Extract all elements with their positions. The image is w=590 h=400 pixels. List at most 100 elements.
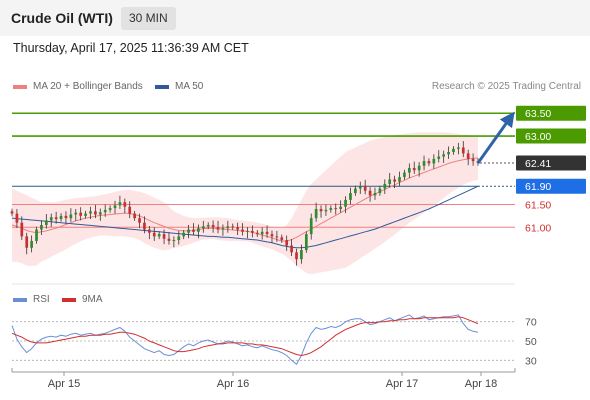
candle-body xyxy=(89,211,92,214)
legend-ma50: MA 50 xyxy=(155,81,203,92)
candle-body xyxy=(54,217,58,220)
projection-arrow-layer xyxy=(476,111,515,164)
candle-body xyxy=(216,227,220,230)
candle xyxy=(231,223,235,231)
candle-body xyxy=(251,230,254,233)
candle xyxy=(339,200,343,213)
candle xyxy=(40,220,43,236)
candle-body xyxy=(417,165,421,171)
candle-body xyxy=(270,234,274,237)
price-levels-layer xyxy=(12,112,515,228)
candle xyxy=(98,208,102,221)
candle-body xyxy=(344,199,347,207)
candle xyxy=(407,163,411,179)
candle-body xyxy=(260,231,264,235)
candle xyxy=(236,222,239,236)
candle-body xyxy=(64,215,68,219)
candle xyxy=(354,185,357,196)
candle xyxy=(363,179,367,195)
candle-body xyxy=(403,172,406,178)
candle xyxy=(197,224,200,239)
candle-body xyxy=(442,154,446,157)
candle xyxy=(270,230,274,243)
candle-body xyxy=(373,193,377,196)
level-labels-layer: 63.50 63.00 62.41 61.90 61.50 61.00 xyxy=(516,105,586,234)
candle-body xyxy=(285,240,289,246)
candle xyxy=(59,213,63,222)
candle-body xyxy=(182,232,186,237)
candle-body xyxy=(40,224,43,230)
candle-body xyxy=(118,202,122,206)
rsi-tick-label: 70 xyxy=(525,317,537,329)
chart-header: Crude Oil (WTI) 30 MIN xyxy=(0,0,590,36)
rsi-line xyxy=(11,314,479,365)
candle-body xyxy=(349,193,352,200)
time-tick-label: Apr 17 xyxy=(386,378,418,390)
candle-body xyxy=(133,213,136,219)
candle xyxy=(324,204,328,216)
candle xyxy=(255,230,259,237)
candle xyxy=(79,207,83,221)
candle-body xyxy=(143,222,146,230)
level-label-text: 61.00 xyxy=(525,222,551,234)
level-label-last: 62.41 xyxy=(516,155,586,171)
candle xyxy=(393,175,396,189)
candle-body xyxy=(94,211,97,215)
candle xyxy=(334,203,338,215)
candle xyxy=(403,169,406,180)
moving-averages-layer xyxy=(11,157,479,249)
candle xyxy=(49,213,53,227)
candle xyxy=(167,232,171,245)
candle xyxy=(290,239,293,257)
candle-body xyxy=(457,147,460,149)
candle xyxy=(452,146,455,155)
candle xyxy=(358,181,362,194)
rsi-ma-line xyxy=(11,316,479,357)
candle xyxy=(15,209,19,229)
legend-rsi-ma: 9MA xyxy=(62,294,103,305)
candle xyxy=(216,220,220,234)
timeframe-badge[interactable]: 30 MIN xyxy=(121,7,176,30)
candle-body xyxy=(334,208,338,210)
candle-body xyxy=(437,156,441,159)
candle-body xyxy=(393,179,396,182)
legend-ma50-label: MA 50 xyxy=(175,81,204,92)
candle xyxy=(226,220,230,233)
level-label-text: 62.41 xyxy=(525,158,551,170)
candle xyxy=(103,204,107,217)
candle-body xyxy=(74,212,78,215)
candle xyxy=(74,209,78,221)
candle-body xyxy=(358,186,362,189)
candle xyxy=(147,225,151,240)
candle xyxy=(427,158,431,167)
level-label-box xyxy=(516,155,586,171)
candle-body xyxy=(275,236,279,238)
ma50-swatch xyxy=(155,84,169,89)
level-label-box xyxy=(516,128,586,144)
candle-body xyxy=(388,179,392,184)
candle xyxy=(319,205,323,218)
candle xyxy=(442,150,446,163)
candle xyxy=(44,214,48,229)
ma20-line xyxy=(11,157,479,242)
level-label-support: 61.00 xyxy=(525,222,551,234)
candle-body xyxy=(324,209,328,212)
candle-body xyxy=(201,226,205,229)
candle-body xyxy=(30,240,33,248)
candle xyxy=(241,223,244,236)
legend-rsi: RSI xyxy=(13,294,50,305)
level-label-box xyxy=(516,178,586,194)
candle-body xyxy=(363,186,367,191)
candle xyxy=(69,208,73,222)
level-label-support: 61.50 xyxy=(525,199,551,211)
candle-body xyxy=(368,190,372,196)
candle xyxy=(373,187,377,200)
rsi-panel: 70 50 30 xyxy=(11,314,537,367)
ma50-line xyxy=(11,185,479,249)
candle xyxy=(54,211,58,224)
candle xyxy=(94,204,97,219)
candle-body xyxy=(246,230,249,232)
candle-body xyxy=(304,234,308,251)
candle xyxy=(309,213,313,240)
